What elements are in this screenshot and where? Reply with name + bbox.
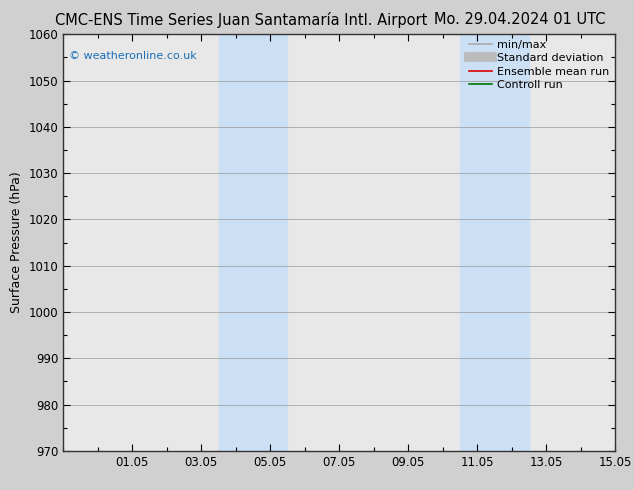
Text: CMC-ENS Time Series Juan Santamaría Intl. Airport: CMC-ENS Time Series Juan Santamaría Intl…	[55, 12, 427, 28]
Legend: min/max, Standard deviation, Ensemble mean run, Controll run: min/max, Standard deviation, Ensemble me…	[469, 40, 609, 90]
Text: Mo. 29.04.2024 01 UTC: Mo. 29.04.2024 01 UTC	[434, 12, 605, 27]
Y-axis label: Surface Pressure (hPa): Surface Pressure (hPa)	[10, 172, 23, 314]
Bar	[219, 34, 287, 451]
Text: © weatheronline.co.uk: © weatheronline.co.uk	[69, 51, 197, 61]
Bar	[460, 34, 529, 451]
